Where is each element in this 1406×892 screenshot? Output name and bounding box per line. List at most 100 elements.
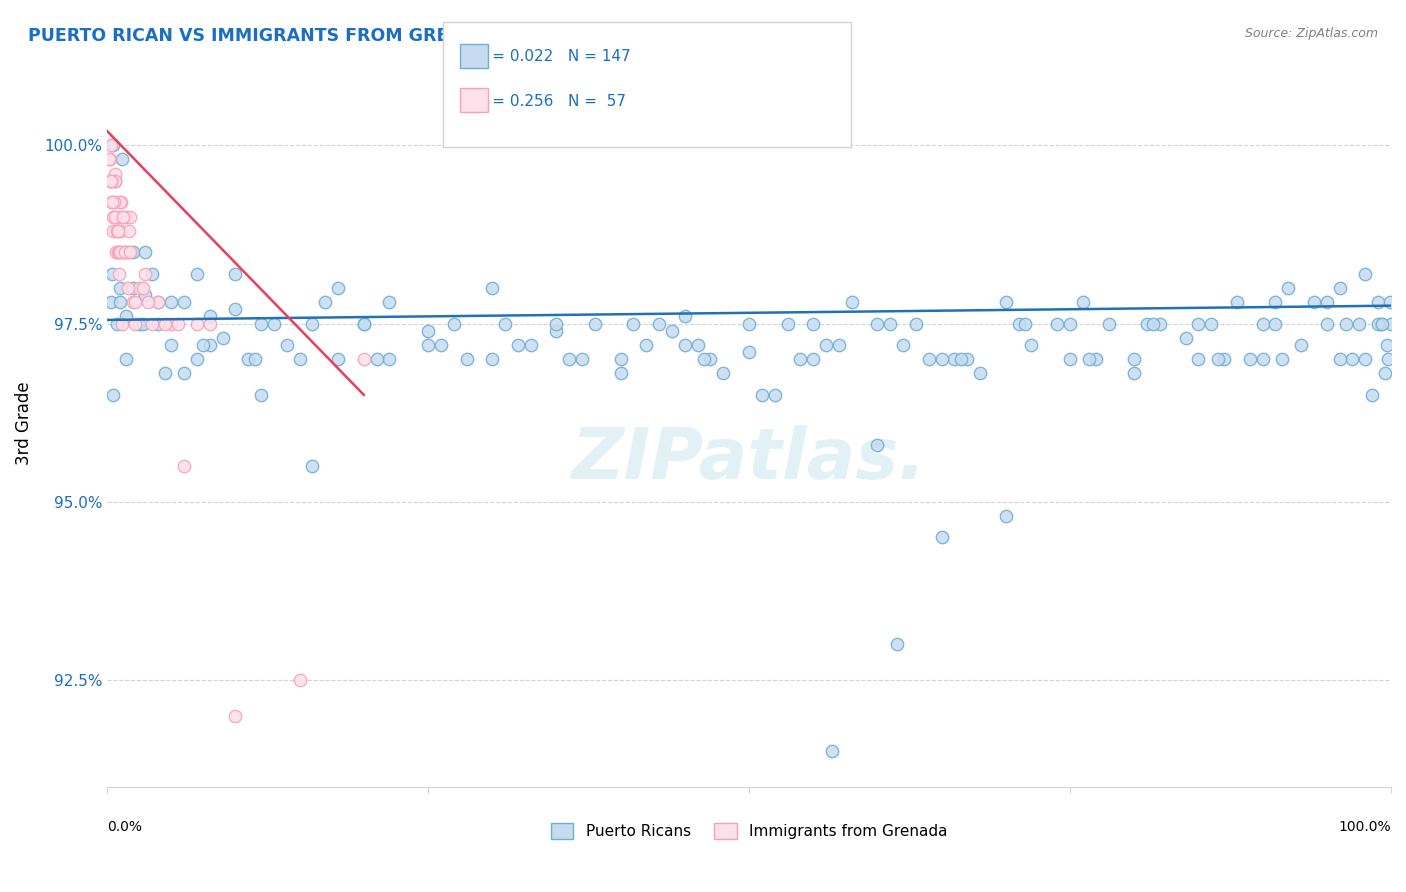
Point: [101, 210, 124, 224]
Point: [1354, 267, 1376, 281]
Point: [128, 317, 150, 331]
Point: [111, 210, 134, 224]
Point: [198, 317, 221, 331]
Point: [1379, 317, 1402, 331]
Point: [918, 352, 941, 367]
Point: [105, 317, 128, 331]
Point: [120, 245, 142, 260]
Point: [104, 167, 127, 181]
Text: R = 0.022   N = 147: R = 0.022 N = 147: [467, 49, 630, 64]
Point: [250, 388, 273, 402]
Point: [1264, 317, 1286, 331]
Point: [1123, 367, 1146, 381]
Point: [481, 352, 503, 367]
Point: [250, 317, 273, 331]
Point: [1334, 317, 1357, 331]
Point: [1078, 352, 1101, 367]
Point: [173, 459, 195, 474]
Point: [1341, 352, 1364, 367]
Point: [301, 317, 323, 331]
Point: [110, 195, 132, 210]
Point: [1136, 317, 1159, 331]
Point: [841, 295, 863, 310]
Point: [931, 352, 953, 367]
Point: [136, 295, 159, 310]
Point: [107, 224, 129, 238]
Point: [1187, 317, 1209, 331]
Point: [583, 317, 606, 331]
Point: [118, 224, 141, 238]
Point: [100, 138, 122, 153]
Point: [132, 317, 155, 331]
Point: [148, 295, 170, 310]
Point: [1376, 338, 1399, 352]
Text: PUERTO RICAN VS IMMIGRANTS FROM GRENADA 3RD GRADE CORRELATION CHART: PUERTO RICAN VS IMMIGRANTS FROM GRENADA …: [28, 27, 839, 45]
Point: [198, 338, 221, 352]
Point: [789, 352, 811, 367]
Point: [506, 338, 529, 352]
Point: [1213, 352, 1236, 367]
Point: [904, 317, 927, 331]
Point: [738, 317, 761, 331]
Point: [160, 317, 183, 331]
Point: [100, 174, 122, 188]
Point: [1199, 317, 1222, 331]
Point: [866, 438, 889, 452]
Point: [173, 295, 195, 310]
Point: [1378, 352, 1400, 367]
Point: [969, 367, 991, 381]
Point: [238, 352, 260, 367]
Point: [153, 317, 176, 331]
Point: [1059, 352, 1081, 367]
Point: [186, 317, 208, 331]
Point: [148, 295, 170, 310]
Point: [153, 367, 176, 381]
Point: [1316, 317, 1339, 331]
Point: [558, 352, 581, 367]
Point: [98, 174, 121, 188]
Point: [111, 153, 134, 167]
Point: [288, 673, 311, 688]
Text: 100.0%: 100.0%: [1339, 820, 1391, 834]
Point: [1303, 295, 1326, 310]
Point: [416, 338, 439, 352]
Point: [1021, 338, 1043, 352]
Point: [186, 352, 208, 367]
Point: [1046, 317, 1069, 331]
Point: [276, 338, 298, 352]
Point: [100, 174, 122, 188]
Point: [738, 345, 761, 359]
Point: [112, 245, 135, 260]
Point: [931, 531, 953, 545]
Point: [148, 317, 170, 331]
Text: R = 0.256   N =  57: R = 0.256 N = 57: [467, 94, 626, 109]
Point: [815, 338, 838, 352]
Point: [763, 388, 786, 402]
Point: [1014, 317, 1036, 331]
Point: [801, 352, 824, 367]
Y-axis label: 3rd Grade: 3rd Grade: [15, 382, 32, 466]
Point: [1226, 295, 1249, 310]
Point: [686, 338, 709, 352]
Point: [103, 138, 125, 153]
Point: [224, 302, 246, 317]
Point: [546, 324, 568, 338]
Point: [1059, 317, 1081, 331]
Point: [1289, 338, 1312, 352]
Point: [301, 459, 323, 474]
Point: [186, 267, 208, 281]
Point: [105, 210, 128, 224]
Point: [111, 210, 134, 224]
Point: [609, 352, 631, 367]
Point: [956, 352, 979, 367]
Text: Source: ZipAtlas.com: Source: ZipAtlas.com: [1244, 27, 1378, 40]
Point: [1378, 295, 1400, 310]
Text: ZIPatlas.: ZIPatlas.: [572, 425, 927, 494]
Point: [1007, 317, 1029, 331]
Point: [108, 245, 131, 260]
Point: [943, 352, 966, 367]
Point: [693, 352, 716, 367]
Point: [101, 267, 124, 281]
Point: [1174, 331, 1197, 345]
Point: [828, 338, 851, 352]
